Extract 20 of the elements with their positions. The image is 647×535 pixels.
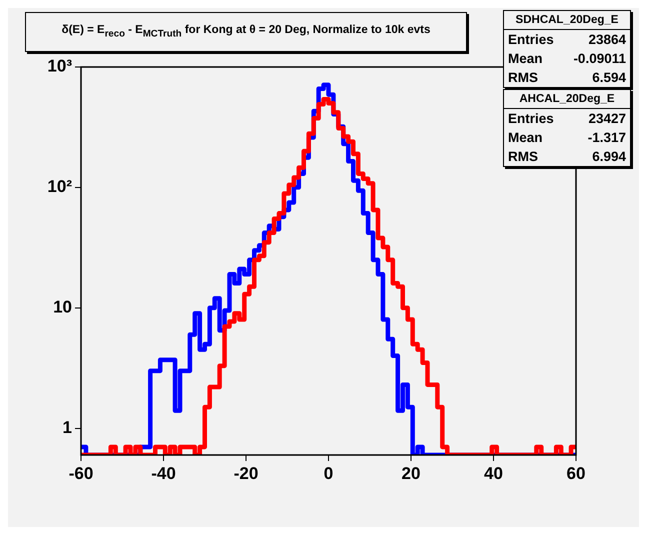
chart-title: δ(E) = E$_{reco}$ - E$_{MCTruth}$ for Kong at θ = 20 Deg, Normalize to 10k evts <box>62 24 430 40</box>
text: Entries 23427 <box>508 111 626 126</box>
text: RMS 6.594 <box>508 70 626 85</box>
text: SDHCAL_20Deg_E <box>504 11 630 30</box>
y-tick-label: 10 <box>53 298 72 317</box>
annotation: AHCAL_20Deg_E <box>504 90 630 109</box>
y-tick-label: 10² <box>47 177 72 196</box>
x-tick-label: -40 <box>151 464 176 483</box>
text: Mean -1.317 <box>508 130 626 145</box>
y-tick-label: 1 <box>62 418 72 437</box>
y-tick-label: 10³ <box>47 56 72 76</box>
x-tick-label: 20 <box>402 464 420 483</box>
text: Mean -0.09011 <box>508 51 626 66</box>
x-tick-label: 60 <box>566 464 586 483</box>
text: RMS 6.994 <box>508 149 626 164</box>
text: Entries 23864 <box>508 32 626 47</box>
x-tick-label: -20 <box>234 464 258 483</box>
x-tick-label: 40 <box>484 464 503 483</box>
x-tick-label: 0 <box>324 464 334 483</box>
x-tick-label: -60 <box>68 464 94 483</box>
